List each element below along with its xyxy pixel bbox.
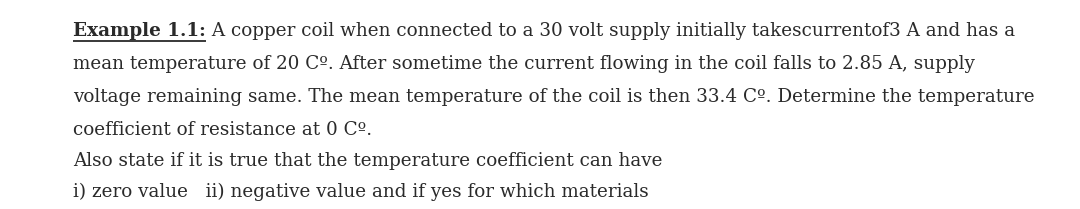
- Text: Also state if it is true that the temperature coefficient can have: Also state if it is true that the temper…: [73, 152, 663, 170]
- Text: Example 1.1:: Example 1.1:: [73, 22, 206, 40]
- Text: A copper coil when connected to a 30 volt supply initially takescurrentof3 A and: A copper coil when connected to a 30 vol…: [206, 22, 1015, 40]
- Text: mean temperature of 20 Cº. After sometime the current flowing in the coil falls : mean temperature of 20 Cº. After sometim…: [73, 55, 975, 73]
- Text: coefficient of resistance at 0 Cº.: coefficient of resistance at 0 Cº.: [73, 121, 373, 139]
- Text: i) zero value   ii) negative value and if yes for which materials: i) zero value ii) negative value and if …: [73, 183, 649, 201]
- Text: voltage remaining same. The mean temperature of the coil is then 33.4 Cº. Determ: voltage remaining same. The mean tempera…: [73, 88, 1035, 106]
